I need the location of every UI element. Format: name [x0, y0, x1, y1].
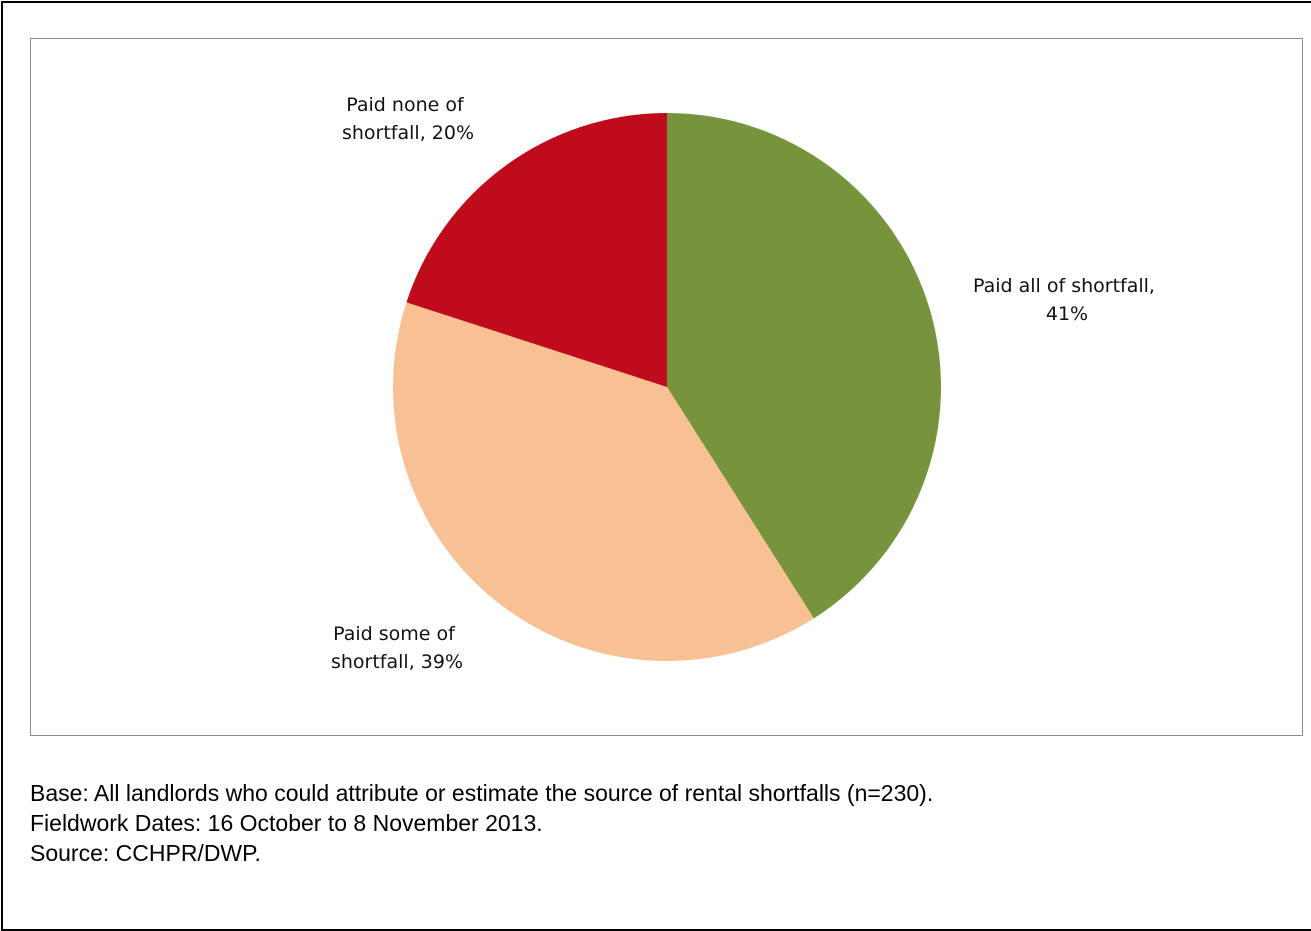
slice-paid-none [406, 113, 667, 387]
fieldwork-note: Fieldwork Dates: 16 October to 8 Novembe… [30, 810, 543, 836]
slice-label-paid-all: Paid all of shortfall, 41% [973, 275, 1161, 325]
pie-labels: Paid all of shortfall, 41% Paid some of … [331, 94, 1161, 673]
chart-area: Paid all of shortfall, 41% Paid some of … [30, 38, 1303, 736]
slice-label-paid-none: Paid none of shortfall, 20% [342, 94, 474, 144]
chart-notes: Base: All landlords who could attribute … [30, 778, 933, 868]
base-note: Base: All landlords who could attribute … [30, 780, 934, 806]
slice-paid-all [667, 113, 941, 619]
pie-slices [393, 113, 941, 661]
pie-chart: Paid all of shortfall, 41% Paid some of … [331, 94, 1161, 673]
source-note: Source: CCHPR/DWP. [30, 840, 261, 866]
slice-paid-some [393, 302, 814, 661]
slice-label-paid-some: Paid some of shortfall, 39% [331, 623, 463, 673]
